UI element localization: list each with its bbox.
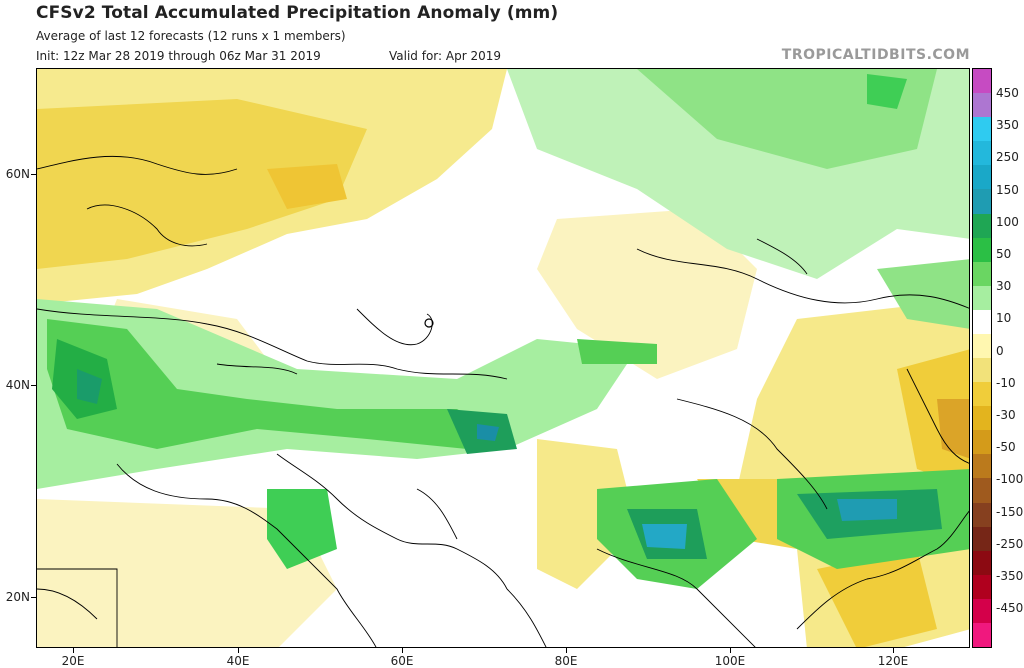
colorbar-label: -150 [996,504,1024,519]
colorbar-segment [973,141,991,166]
colorbar-label: -450 [996,601,1024,616]
lat-tick-20n [31,597,36,598]
init-time: Init: 12z Mar 28 2019 through 06z Mar 31… [36,49,321,63]
colorbar-segment [973,406,991,431]
colorbar-label: -50 [996,440,1016,455]
colorbar-segment [973,165,991,190]
lon-tick-80e [566,648,567,653]
lon-label-60e: 60E [390,654,414,668]
colorbar-segment [973,550,991,576]
lat-label-40n: 40N [5,378,30,392]
lon-label-20e: 20E [61,654,85,668]
chart-subtitle: Average of last 12 forecasts (12 runs x … [36,29,346,43]
colorbar-label: 10 [996,311,1012,326]
colorbar-segment [973,358,991,383]
colorbar-segment [973,454,991,479]
lon-tick-120e [893,648,894,653]
lon-tick-60e [402,648,403,653]
colorbar-segment [973,333,991,359]
lon-label-40e: 40E [226,654,250,668]
colorbar-segment [973,285,991,311]
colorbar-label: 0 [996,343,1004,358]
colorbar-segment [973,237,991,263]
colorbar-label: 350 [996,118,1019,133]
colorbar [972,68,992,648]
lat-tick-40n [31,385,36,386]
colorbar-label: 100 [996,214,1019,229]
colorbar-segment [973,261,991,287]
colorbar-segment [973,382,991,407]
colorbar-segment [973,526,991,552]
colorbar-label: 30 [996,279,1012,294]
lon-tick-20e [73,648,74,653]
colorbar-segment [973,69,991,94]
colorbar-segment [973,189,991,214]
colorbar-segment [973,213,991,239]
lon-tick-100e [730,648,731,653]
coastlines [37,155,969,647]
lat-tick-60n [31,174,36,175]
colorbar-label: -100 [996,472,1024,487]
colorbar-label: -30 [996,408,1016,422]
colorbar-segment [973,93,991,118]
colorbar-segment [973,430,991,455]
lon-tick-40e [238,648,239,653]
colorbar-label: -350 [996,569,1024,583]
colorbar-segment [973,309,991,335]
lon-label-120e: 120E [877,654,909,668]
chart-title: CFSv2 Total Accumulated Precipitation An… [36,3,559,23]
valid-time: Valid for: Apr 2019 [389,49,501,63]
colorbar-label: 50 [996,247,1012,261]
lon-label-100e: 100E [714,654,746,668]
lon-label-80e: 80E [554,654,578,668]
precip-anomaly-map [36,68,970,648]
colorbar-label: 150 [996,182,1019,197]
colorbar-label: -250 [996,536,1024,551]
colorbar-label: 250 [996,150,1019,165]
colorbar-segment [973,478,991,503]
colorbar-segment [973,598,991,624]
colorbar-label: 450 [996,86,1019,100]
colorbar-label: -10 [996,375,1016,390]
colorbar-segment [973,502,991,528]
colorbar-segment [973,574,991,600]
lat-label-60n: 60N [5,167,30,181]
lat-label-20n: 20N [5,590,30,604]
lake-marker [424,318,434,328]
brand-watermark: TROPICALTIDBITS.COM [781,47,970,63]
colorbar-segment [973,117,991,142]
colorbar-segment [973,622,991,648]
wet-anomaly-fill [37,69,969,589]
map-canvas [37,69,969,647]
